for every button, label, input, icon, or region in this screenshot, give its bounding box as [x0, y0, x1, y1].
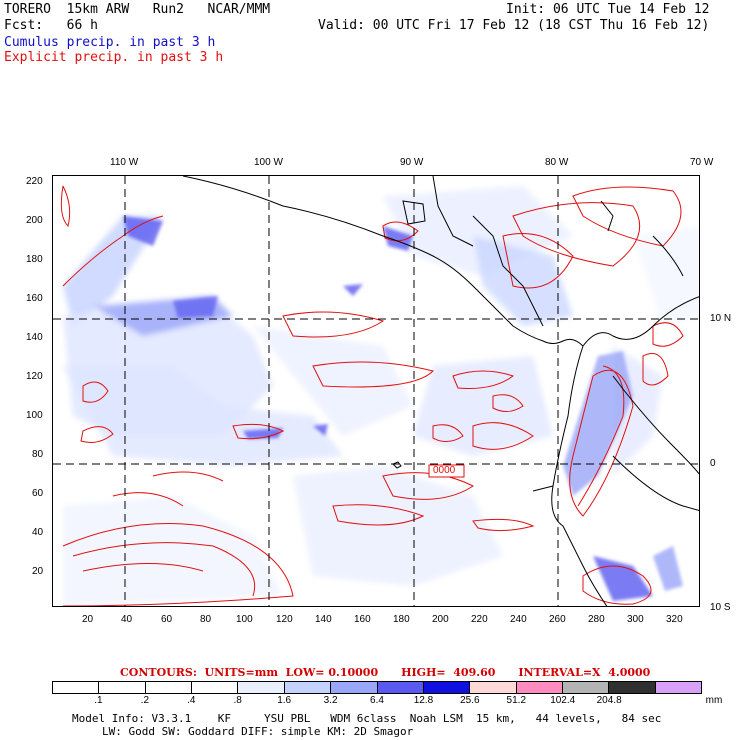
colorbar-swatch [284, 682, 332, 693]
lon-label-100w: 100 W [254, 157, 283, 168]
colorbar-swatch [377, 682, 424, 693]
x-tick-60: 60 [161, 614, 173, 625]
colorbar-swatch [53, 682, 100, 693]
max-value-label: 0000 [433, 465, 456, 476]
model-info: Model Info: V3.3.1 KF YSU PBL WDM 6class… [72, 712, 662, 725]
colorbar-label: .1 [94, 695, 103, 706]
colorbar [52, 681, 702, 694]
y-tick-180: 180 [26, 254, 43, 265]
lat-label-10s: 10 S [710, 602, 731, 613]
colorbar-swatch [423, 682, 471, 693]
contour-info: CONTOURS: UNITS=mm LOW= 0.10000 HIGH= 40… [120, 666, 651, 679]
max-value-box [428, 464, 465, 478]
y-tick-80: 80 [32, 449, 44, 460]
cumulus-precip-heavy [123, 216, 683, 601]
colorbar-swatch [470, 682, 517, 693]
lon-label-110w: 110 W [110, 157, 139, 168]
colorbar-label: 204.8 [596, 695, 622, 706]
x-tick-260: 260 [549, 614, 566, 625]
x-tick-320: 320 [666, 614, 683, 625]
y-tick-20: 20 [32, 566, 44, 577]
x-tick-40: 40 [121, 614, 133, 625]
y-tick-60: 60 [32, 488, 44, 499]
y-tick-40: 40 [32, 527, 44, 538]
colorbar-label: 6.4 [370, 695, 384, 706]
lon-label-70w: 70 W [690, 157, 714, 168]
colorbar-label: .4 [187, 695, 196, 706]
colorbar-label: 1.6 [277, 695, 292, 706]
colorbar-swatch [99, 682, 146, 693]
precip-map: 0000 [52, 175, 700, 607]
x-tick-220: 220 [471, 614, 488, 625]
colorbar-label: 3.2 [323, 695, 338, 706]
y-tick-120: 120 [26, 371, 43, 382]
colorbar-swatch [655, 682, 702, 693]
lon-label-90w: 90 W [400, 157, 424, 168]
x-tick-280: 280 [588, 614, 605, 625]
y-tick-200: 200 [26, 215, 43, 226]
colorbar-label: 51.2 [506, 695, 527, 706]
x-tick-200: 200 [432, 614, 449, 625]
x-tick-180: 180 [393, 614, 410, 625]
y-tick-220: 220 [26, 176, 43, 187]
colorbar-label: 12.8 [413, 695, 434, 706]
lat-label-0: 0 [710, 458, 716, 469]
y-tick-100: 100 [26, 410, 43, 421]
explicit-precip-contours [60, 185, 684, 606]
graticule [53, 176, 699, 606]
colorbar-swatch [609, 682, 656, 693]
valid-time: Valid: 00 UTC Fri 17 Feb 12 (18 CST Thu … [318, 18, 710, 33]
x-tick-80: 80 [200, 614, 212, 625]
x-tick-240: 240 [510, 614, 527, 625]
lat-label-10n: 10 N [710, 313, 732, 324]
colorbar-swatch [192, 682, 239, 693]
colorbar-swatch [331, 682, 378, 693]
x-tick-120: 120 [276, 614, 293, 625]
x-tick-140: 140 [315, 614, 332, 625]
colorbar-swatch [145, 682, 193, 693]
physics-info: LW: Godd SW: Goddard DIFF: simple KM: 2D… [102, 725, 414, 738]
model-title: TORERO 15km ARW Run2 NCAR/MMM [4, 2, 271, 17]
cumulus-legend-label: Cumulus precip. in past 3 h [4, 35, 216, 50]
colorbar-swatch [562, 682, 610, 693]
colorbar-swatch [516, 682, 563, 693]
colorbar-label: 102.4 [550, 695, 576, 706]
coastline [182, 176, 699, 606]
colorbar-label: 25.6 [460, 695, 480, 706]
y-tick-160: 160 [26, 293, 43, 304]
explicit-legend-label: Explicit precip. in past 3 h [4, 50, 224, 65]
colorbar-unit: mm [705, 695, 723, 706]
colorbar-swatch [238, 682, 285, 693]
lon-label-80w: 80 W [545, 157, 569, 168]
x-tick-160: 160 [354, 614, 371, 625]
x-tick-100: 100 [236, 614, 253, 625]
forecast-hour: Fcst: 66 h [4, 18, 98, 33]
x-tick-20: 20 [82, 614, 94, 625]
colorbar-label: .2 [140, 695, 150, 706]
x-tick-300: 300 [627, 614, 644, 625]
precip-map-svg [53, 176, 699, 606]
cumulus-precip-field [63, 186, 699, 606]
colorbar-label: .8 [233, 695, 242, 706]
y-tick-140: 140 [26, 332, 43, 343]
init-time: Init: 06 UTC Tue 14 Feb 12 [506, 2, 710, 17]
